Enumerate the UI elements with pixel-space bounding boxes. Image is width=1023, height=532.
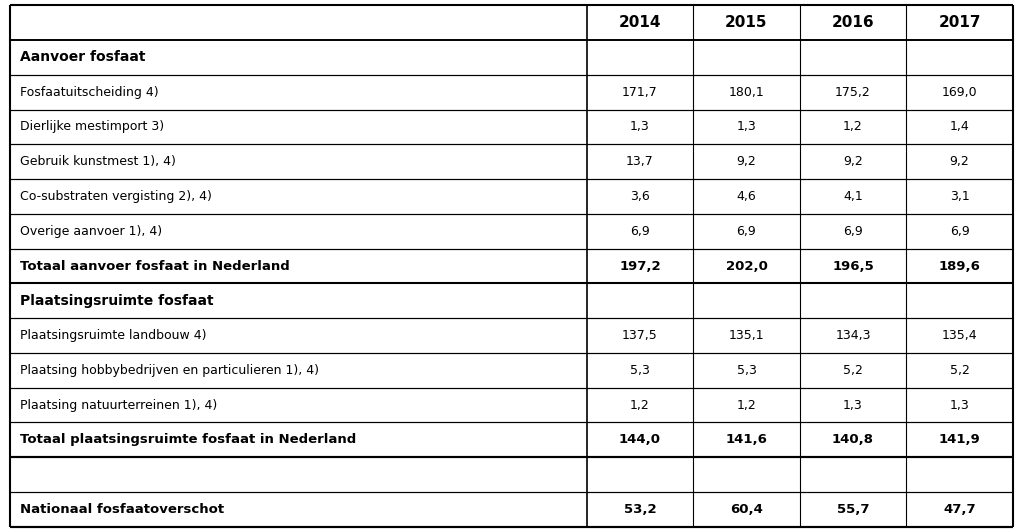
- Text: 144,0: 144,0: [619, 433, 661, 446]
- Text: 135,4: 135,4: [942, 329, 977, 342]
- Text: 141,6: 141,6: [725, 433, 767, 446]
- Text: 6,9: 6,9: [630, 225, 650, 238]
- Text: 1,2: 1,2: [737, 398, 756, 412]
- Text: 137,5: 137,5: [622, 329, 658, 342]
- Text: Plaatsingsruimte fosfaat: Plaatsingsruimte fosfaat: [20, 294, 214, 307]
- Text: 1,3: 1,3: [630, 120, 650, 134]
- Text: 5,3: 5,3: [737, 364, 756, 377]
- Text: 2014: 2014: [619, 15, 661, 30]
- Text: Plaatsing natuurterreinen 1), 4): Plaatsing natuurterreinen 1), 4): [20, 398, 218, 412]
- Text: 171,7: 171,7: [622, 86, 658, 99]
- Text: 141,9: 141,9: [939, 433, 980, 446]
- Text: 55,7: 55,7: [837, 503, 870, 516]
- Text: 1,3: 1,3: [949, 398, 970, 412]
- Text: 169,0: 169,0: [942, 86, 977, 99]
- Text: 9,2: 9,2: [843, 155, 862, 168]
- Text: 180,1: 180,1: [728, 86, 764, 99]
- Text: Aanvoer fosfaat: Aanvoer fosfaat: [20, 51, 146, 64]
- Text: 5,3: 5,3: [630, 364, 650, 377]
- Text: 140,8: 140,8: [832, 433, 874, 446]
- Text: 6,9: 6,9: [949, 225, 970, 238]
- Text: 13,7: 13,7: [626, 155, 654, 168]
- Text: 196,5: 196,5: [832, 260, 874, 272]
- Text: 175,2: 175,2: [835, 86, 871, 99]
- Text: 3,1: 3,1: [949, 190, 970, 203]
- Text: 6,9: 6,9: [737, 225, 756, 238]
- Text: 1,3: 1,3: [737, 120, 756, 134]
- Text: 1,4: 1,4: [949, 120, 970, 134]
- Text: 3,6: 3,6: [630, 190, 650, 203]
- Text: 1,2: 1,2: [843, 120, 862, 134]
- Text: 2016: 2016: [832, 15, 875, 30]
- Text: 2017: 2017: [938, 15, 981, 30]
- Text: Totaal plaatsingsruimte fosfaat in Nederland: Totaal plaatsingsruimte fosfaat in Neder…: [20, 433, 357, 446]
- Text: 189,6: 189,6: [938, 260, 980, 272]
- Text: Co-substraten vergisting 2), 4): Co-substraten vergisting 2), 4): [20, 190, 213, 203]
- Text: Plaatsingsruimte landbouw 4): Plaatsingsruimte landbouw 4): [20, 329, 207, 342]
- Text: Overige aanvoer 1), 4): Overige aanvoer 1), 4): [20, 225, 163, 238]
- Text: 9,2: 9,2: [949, 155, 970, 168]
- Text: 2015: 2015: [725, 15, 767, 30]
- Text: 135,1: 135,1: [728, 329, 764, 342]
- Text: 197,2: 197,2: [619, 260, 661, 272]
- Text: 5,2: 5,2: [949, 364, 970, 377]
- Text: 53,2: 53,2: [624, 503, 657, 516]
- Text: 134,3: 134,3: [835, 329, 871, 342]
- Text: 6,9: 6,9: [843, 225, 862, 238]
- Text: 4,1: 4,1: [843, 190, 862, 203]
- Text: 9,2: 9,2: [737, 155, 756, 168]
- Text: Dierlijke mestimport 3): Dierlijke mestimport 3): [20, 120, 165, 134]
- Text: 1,3: 1,3: [843, 398, 862, 412]
- Text: 60,4: 60,4: [730, 503, 763, 516]
- Text: 202,0: 202,0: [725, 260, 767, 272]
- Text: Fosfaatuitscheiding 4): Fosfaatuitscheiding 4): [20, 86, 160, 99]
- Text: Plaatsing hobbybedrijven en particulieren 1), 4): Plaatsing hobbybedrijven en particuliere…: [20, 364, 319, 377]
- Text: 5,2: 5,2: [843, 364, 863, 377]
- Text: 47,7: 47,7: [943, 503, 976, 516]
- Text: 1,2: 1,2: [630, 398, 650, 412]
- Text: Nationaal fosfaatoverschot: Nationaal fosfaatoverschot: [20, 503, 225, 516]
- Text: Gebruik kunstmest 1), 4): Gebruik kunstmest 1), 4): [20, 155, 176, 168]
- Text: Totaal aanvoer fosfaat in Nederland: Totaal aanvoer fosfaat in Nederland: [20, 260, 291, 272]
- Text: 4,6: 4,6: [737, 190, 756, 203]
